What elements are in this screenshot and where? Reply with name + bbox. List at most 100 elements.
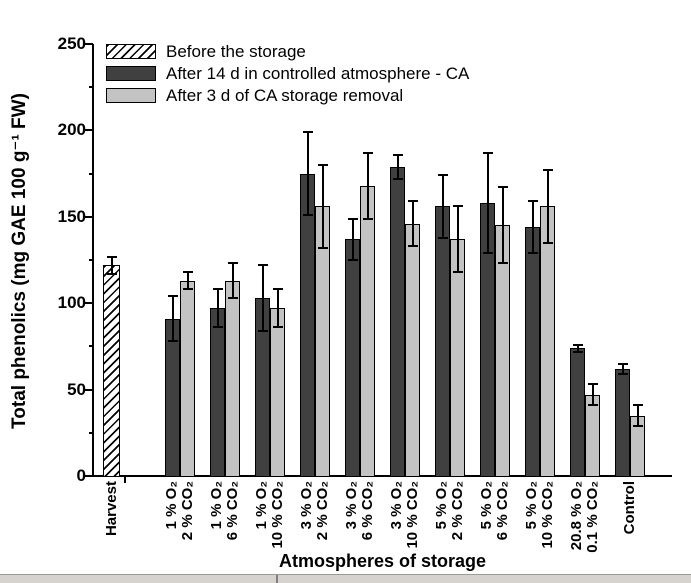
error-bar-removal-3d-cap	[587, 404, 598, 407]
status-bar	[0, 574, 691, 583]
error-bar-removal-3d-cap	[632, 404, 643, 407]
x-tick-label: 5 % O₂ 2 % CO₂	[433, 481, 466, 541]
error-bar-removal-3d	[186, 272, 189, 290]
error-bar-ca-14d-cap	[392, 177, 403, 180]
y-axis-minor-tick	[89, 345, 93, 348]
bar-ca-14d	[435, 206, 450, 477]
error-bar-removal-3d-cap	[272, 326, 283, 329]
error-bar-removal-3d	[456, 206, 459, 273]
error-bar-ca-14d-cap	[482, 252, 493, 255]
y-axis-line	[92, 44, 94, 477]
error-bar-removal-3d-cap	[227, 262, 238, 265]
error-bar-ca-14d	[441, 175, 444, 238]
y-axis-minor-tick	[89, 86, 93, 89]
y-axis-major-tick	[85, 388, 93, 391]
y-axis-major-tick	[85, 215, 93, 218]
error-bar-ca-14d-cap	[437, 174, 448, 177]
x-tick-label: 1 % O₂ 10 % CO₂	[253, 481, 286, 549]
error-bar-ca-14d	[486, 152, 489, 254]
error-bar-removal-3d	[411, 201, 414, 247]
error-bar-harvest-cap	[106, 272, 117, 275]
error-bar-ca-14d-cap	[572, 343, 583, 346]
error-bar-ca-14d	[621, 363, 624, 375]
error-bar-removal-3d-cap	[407, 200, 418, 203]
y-tick-label: 0	[76, 466, 86, 485]
error-bar-removal-3d-cap	[497, 262, 508, 265]
error-bar-removal-3d-cap	[182, 271, 193, 274]
error-bar-removal-3d	[636, 405, 639, 426]
y-axis-major-tick	[85, 475, 93, 477]
error-bar-removal-3d-cap	[362, 217, 373, 220]
error-bar-removal-3d-cap	[407, 245, 418, 248]
error-bar-ca-14d-cap	[257, 329, 268, 332]
error-bar-ca-14d-cap	[347, 259, 358, 261]
error-bar-removal-3d-cap	[182, 288, 193, 291]
error-bar-ca-14d-cap	[617, 362, 628, 365]
y-axis-major-tick	[85, 302, 93, 305]
error-bar-removal-3d-cap	[452, 205, 463, 208]
bar-ca-14d	[570, 348, 585, 477]
bar-ca-14d	[300, 173, 315, 477]
error-bar-removal-3d-cap	[362, 151, 373, 154]
error-bar-ca-14d-cap	[302, 131, 313, 134]
bar-ca-14d	[615, 368, 630, 477]
bar-removal-3d	[270, 308, 285, 477]
y-axis-minor-tick	[89, 172, 93, 175]
bar-removal-3d	[585, 394, 600, 477]
error-bar-removal-3d	[231, 263, 234, 298]
x-axis-tick	[124, 477, 126, 483]
bar-removal-3d	[180, 280, 195, 477]
error-bar-ca-14d-cap	[257, 264, 268, 267]
x-tick-label: 3 % O₂ 2 % CO₂	[298, 481, 331, 541]
bar-ca-14d	[525, 227, 540, 477]
error-bar-removal-3d-cap	[452, 271, 463, 274]
error-bar-ca-14d	[216, 289, 219, 328]
x-axis-title: Atmospheres of storage	[278, 551, 487, 571]
y-axis-major-tick	[85, 43, 93, 45]
x-tick-label: Control	[621, 481, 638, 535]
error-bar-ca-14d-cap	[437, 236, 448, 239]
x-tick-label: 20.8 % O₂ 0.1 % CO₂	[568, 481, 601, 553]
error-bar-ca-14d-cap	[572, 350, 583, 353]
error-bar-ca-14d	[171, 296, 174, 342]
status-bar-divider	[276, 575, 278, 583]
error-bar-removal-3d	[276, 289, 279, 328]
error-bar-removal-3d-cap	[227, 297, 238, 300]
legend-row-before-storage: Before the storage	[106, 42, 469, 61]
bar-removal-3d	[450, 239, 465, 477]
legend-label: After 14 d in controlled atmosphere - CA	[166, 64, 470, 83]
error-bar-ca-14d-cap	[302, 214, 313, 217]
legend-swatch-light	[106, 88, 156, 103]
error-bar-removal-3d-cap	[497, 186, 508, 189]
x-tick-label-harvest: Harvest	[103, 481, 120, 537]
bar-removal-3d	[360, 185, 375, 477]
error-bar-ca-14d-cap	[392, 153, 403, 156]
error-bar-ca-14d-cap	[482, 151, 493, 154]
error-bar-removal-3d-cap	[272, 288, 283, 291]
error-bar-removal-3d	[366, 152, 369, 219]
x-tick-label: 1 % O₂ 2 % CO₂	[163, 481, 196, 541]
legend: Before the storage After 14 d in control…	[106, 42, 470, 110]
error-bar-ca-14d-cap	[212, 326, 223, 329]
error-bar-harvest-cap	[106, 255, 117, 258]
error-bar-removal-3d	[591, 384, 594, 406]
x-tick-label: 3 % O₂ 6 % CO₂	[343, 481, 376, 541]
error-bar-removal-3d-cap	[587, 383, 598, 386]
legend-label: Before the storage	[166, 42, 306, 61]
error-bar-ca-14d	[261, 265, 264, 331]
error-bar-harvest	[110, 256, 113, 274]
legend-swatch-hatch	[106, 44, 156, 59]
x-tick-label: 1 % O₂ 6 % CO₂	[208, 481, 241, 541]
bar-ca-14d	[345, 239, 360, 477]
y-tick-label: 50	[67, 379, 86, 399]
error-bar-removal-3d	[501, 187, 504, 264]
error-bar-removal-3d	[546, 170, 549, 243]
bar-before-storage-harvest	[103, 265, 120, 477]
error-bar-removal-3d-cap	[542, 241, 553, 244]
error-bar-ca-14d	[351, 218, 354, 260]
y-axis-minor-tick	[89, 259, 93, 261]
error-bar-removal-3d-cap	[542, 169, 553, 172]
y-tick-label: 150	[57, 206, 86, 226]
error-bar-ca-14d-cap	[617, 373, 628, 376]
